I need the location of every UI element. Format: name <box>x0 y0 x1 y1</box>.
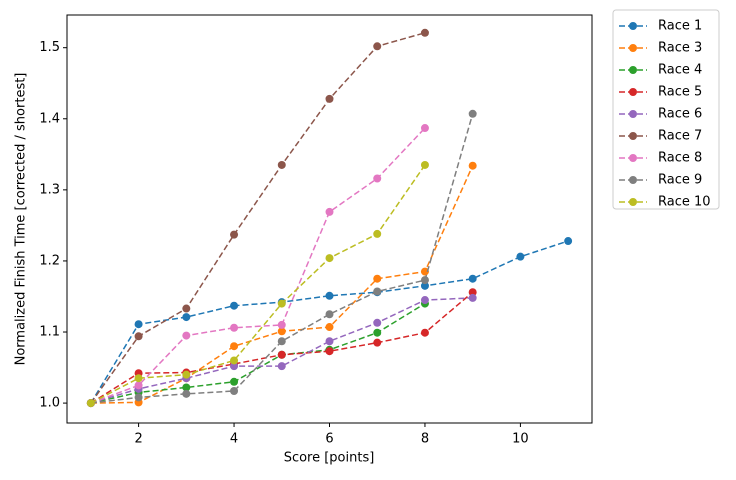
data-point <box>468 293 477 302</box>
series-line <box>90 32 426 404</box>
legend-label: Race 6 <box>658 107 702 122</box>
data-point <box>373 287 382 296</box>
legend-marker <box>629 154 637 162</box>
data-point <box>277 350 286 359</box>
data-point <box>516 252 525 261</box>
data-point <box>182 389 191 398</box>
series-line <box>90 113 474 404</box>
data-point <box>420 28 429 37</box>
y-tick-label: 1.3 <box>39 182 60 197</box>
data-point <box>134 332 143 341</box>
data-point <box>230 387 239 396</box>
data-point <box>468 274 477 283</box>
legend-box <box>612 9 720 210</box>
y-tick-label: 1.0 <box>39 396 60 411</box>
legend-label: Race 10 <box>658 195 711 210</box>
data-point <box>277 337 286 346</box>
legend: Race 1 Race 3 Race 4 Race 5 Race 6 Race 7 Race… <box>612 9 720 210</box>
data-point <box>468 161 477 170</box>
series-line <box>90 302 426 404</box>
data-point <box>420 276 429 285</box>
series-line <box>90 297 473 404</box>
data-point <box>373 338 382 347</box>
data-point <box>564 237 573 246</box>
legend-marker <box>629 44 637 52</box>
data-point <box>230 377 239 386</box>
data-point <box>325 323 334 332</box>
data-point <box>373 229 382 238</box>
data-point <box>420 281 429 290</box>
legend-marker <box>629 132 637 140</box>
y-tick-label: 1.2 <box>39 253 60 268</box>
data-point <box>277 362 286 371</box>
data-point <box>325 254 334 263</box>
data-point <box>373 274 382 283</box>
data-point <box>86 399 95 408</box>
x-tick-label: 2 <box>134 432 142 447</box>
data-point <box>134 381 143 390</box>
legend-label: Race 9 <box>658 173 702 188</box>
data-point <box>182 370 191 379</box>
legend-label: Race 5 <box>658 85 702 100</box>
data-point <box>277 327 286 336</box>
data-point <box>325 291 334 300</box>
data-point <box>182 331 191 340</box>
y-tick-label: 1.5 <box>39 40 60 55</box>
legend-marker <box>629 110 637 118</box>
x-tick-label: 4 <box>230 432 238 447</box>
legend-marker <box>629 66 637 74</box>
legend-label: Race 8 <box>658 151 702 166</box>
data-point <box>230 230 239 239</box>
data-point <box>230 342 239 351</box>
data-point <box>468 109 477 118</box>
data-point <box>420 160 429 169</box>
data-point <box>230 356 239 365</box>
legend-marker <box>629 88 637 96</box>
data-point <box>325 310 334 319</box>
data-point <box>420 296 429 305</box>
data-point <box>373 42 382 51</box>
x-tick-label: 8 <box>421 432 429 447</box>
data-point <box>277 299 286 308</box>
data-point <box>182 304 191 313</box>
y-tick-label: 1.1 <box>39 325 60 340</box>
data-point <box>277 320 286 329</box>
plot-frame <box>66 14 593 424</box>
y-tick-label: 1.4 <box>39 111 60 126</box>
data-point <box>134 320 143 329</box>
data-point <box>230 362 239 371</box>
data-point <box>134 374 143 383</box>
data-point <box>182 313 191 322</box>
legend-marker <box>629 22 637 30</box>
data-point <box>325 337 334 346</box>
x-tick-label: 10 <box>512 432 529 447</box>
series-line <box>90 127 426 404</box>
x-axis-label: Score [points] <box>284 451 375 466</box>
legend-label: Race 4 <box>658 63 702 78</box>
data-point <box>325 347 334 356</box>
legend-label: Race 1 <box>658 19 702 34</box>
data-point <box>420 328 429 337</box>
series-line <box>90 164 426 404</box>
x-tick-label: 6 <box>325 432 333 447</box>
legend-label: Race 3 <box>658 41 702 56</box>
data-point <box>420 124 429 133</box>
data-point <box>230 301 239 310</box>
legend-marker <box>629 198 637 206</box>
data-point <box>230 323 239 332</box>
y-axis-label: Normalized Finish Time [corrected / shor… <box>14 73 29 366</box>
data-point <box>468 288 477 297</box>
data-point <box>373 318 382 327</box>
legend-label: Race 7 <box>658 129 702 144</box>
data-point <box>325 94 334 103</box>
data-point <box>420 267 429 276</box>
data-point <box>325 207 334 216</box>
data-point <box>277 160 286 169</box>
legend-marker <box>629 176 637 184</box>
data-point <box>182 383 191 392</box>
data-point <box>134 393 143 402</box>
data-point <box>373 328 382 337</box>
data-point <box>373 174 382 183</box>
